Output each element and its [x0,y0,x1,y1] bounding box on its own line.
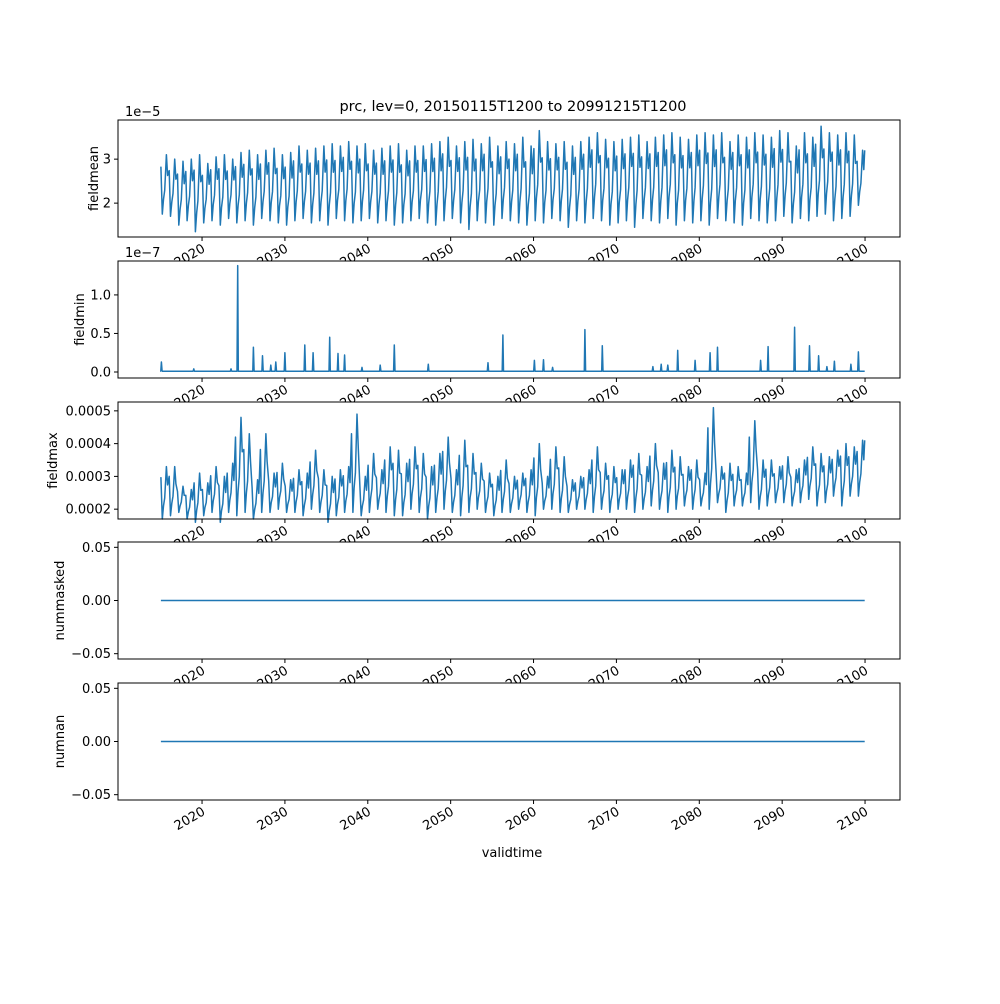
y-offset-text: 1e−7 [125,246,160,261]
x-tick-label: 2100 [835,804,871,834]
y-tick-label: 0.5 [90,327,111,342]
x-tick-label: 2030 [255,804,291,834]
y-axis-label: fieldmean [87,146,102,211]
y-tick-label: 0.00 [82,735,111,750]
y-axis-label: fieldmin [73,293,88,346]
axes-frame [117,119,901,238]
x-tick-label: 2050 [421,804,457,834]
x-tick-label: 2080 [669,804,705,834]
y-axis-label: nummasked [53,561,68,641]
axes-background [118,261,900,378]
axes-frame [117,260,901,379]
y-tick-label: 3 [103,153,111,168]
y-tick-label: 1.0 [90,288,111,303]
series-line-fieldmax [160,406,866,524]
axes-frame [117,401,901,520]
y-axis-label: numnan [53,715,68,769]
x-tick-label: 2020 [172,804,208,834]
y-tick-label: 0.0003 [66,470,112,485]
y-tick-label: 0.0002 [66,503,112,518]
y-tick-label: 0.0 [90,365,111,380]
chart-title: prc, lev=0, 20150115T1200 to 20991215T12… [339,99,686,115]
y-tick-label: 0.05 [82,541,111,556]
y-tick-label: 0.0004 [66,437,112,452]
x-tick-label: 2090 [752,804,788,834]
y-tick-label: 0.05 [82,682,111,697]
y-tick-label: −0.05 [71,788,111,803]
series-line-fieldmean [160,125,866,233]
subplot-numnan: −0.05 0.00 0.05 2020 2030 2040 2050 2060 2070 208… [53,682,901,834]
y-tick-label: 0.00 [82,594,111,609]
series-line-fieldmin [160,264,865,372]
y-axis-label: fieldmax [46,432,61,489]
x-tick-label: 2060 [503,804,539,834]
y-offset-text: 1e−5 [125,105,160,120]
x-tick-label: 2070 [586,804,622,834]
y-tick-label: −0.05 [71,647,111,662]
x-tick-label: 2040 [338,804,374,834]
x-axis-label: validtime [482,846,543,861]
y-tick-label: 2 [103,197,111,212]
y-tick-label: 0.0005 [66,404,112,419]
